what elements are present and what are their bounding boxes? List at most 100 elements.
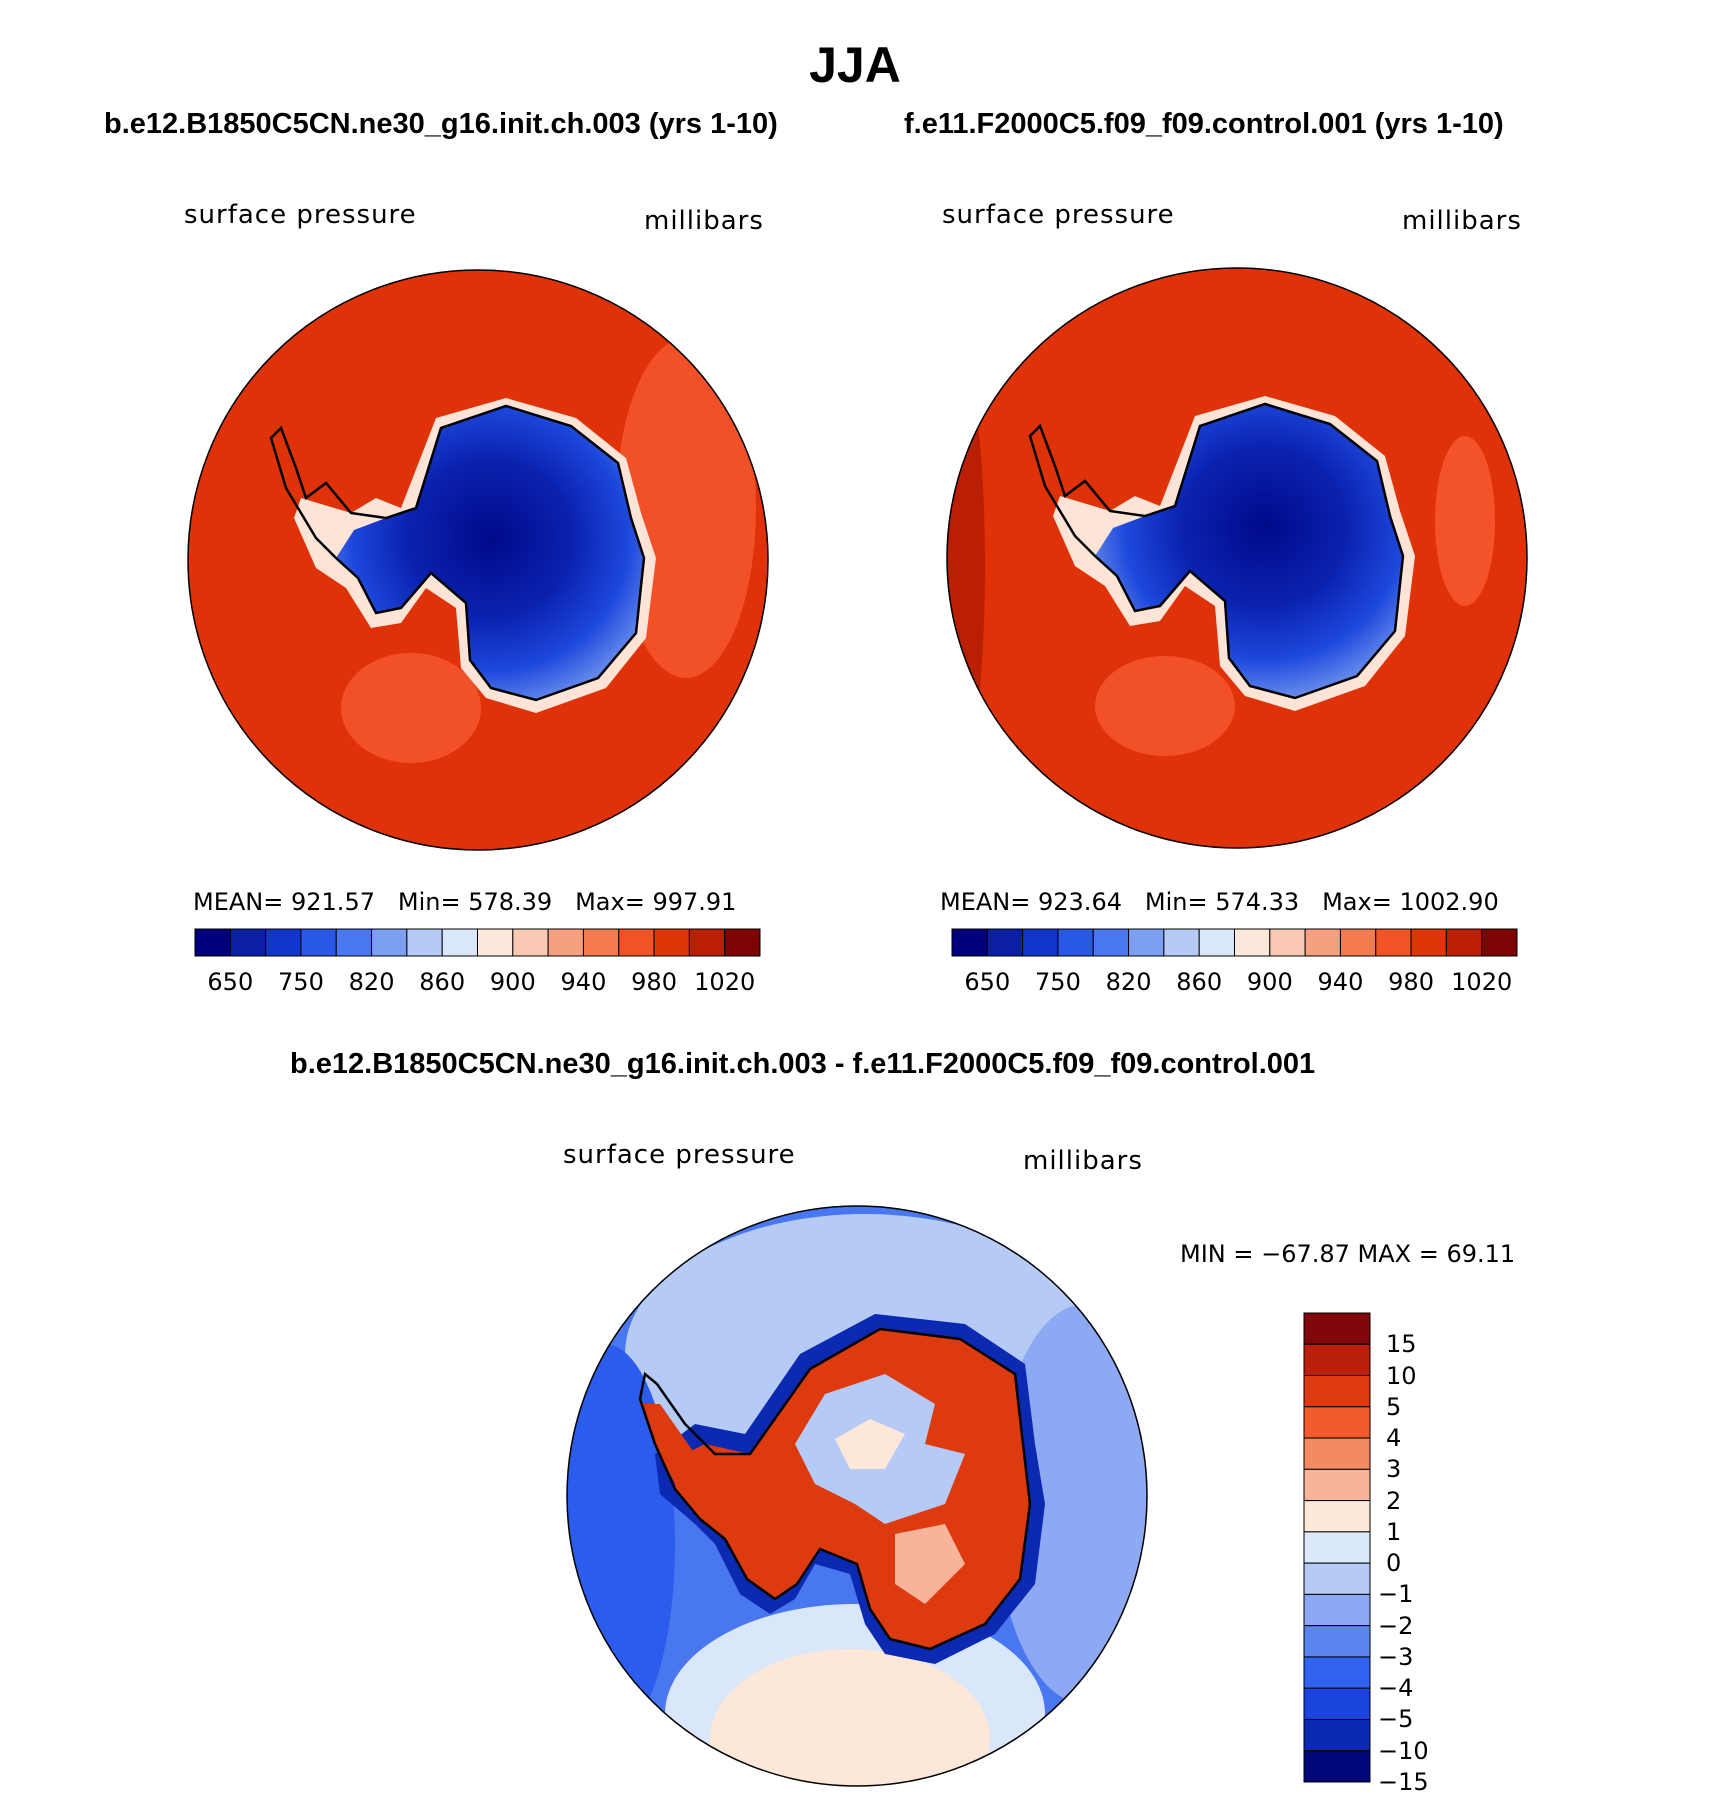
map-boundary: [566, 1205, 1148, 1787]
colorbar-swatch: [441, 928, 478, 957]
colorbar-swatch: [951, 928, 988, 957]
colorbar-swatch: [1057, 928, 1094, 957]
left-colorbar: [194, 928, 761, 957]
colorbar-tick-label: 860: [1176, 968, 1223, 996]
colorbar-swatch: [335, 928, 373, 957]
map-boundary: [946, 267, 1528, 849]
antarctic-ice-sheet: [336, 406, 644, 700]
colorbar-tick-label: 820: [1105, 968, 1152, 996]
colorbar-tick-label: −1: [1378, 1580, 1414, 1609]
min-value: 578.39: [468, 888, 553, 916]
colorbar-swatch: [371, 928, 408, 957]
colorbar-tick-label: −15: [1378, 1768, 1429, 1796]
colorbar-tick-label: 750: [1035, 968, 1081, 996]
colorbar-swatch: [1303, 1468, 1371, 1502]
colorbar-swatch: [1128, 928, 1165, 957]
colorbar-tick-label: 10: [1386, 1361, 1417, 1390]
colorbar-swatch: [512, 928, 549, 957]
colorbar-tick-label: −2: [1378, 1611, 1414, 1640]
colorbar-tick-label: −4: [1378, 1674, 1414, 1703]
diff-colorbar-ticks: 15 10 5 4 3 2 1 0 −1 −2 −3 −4 −5 −10 −15: [1378, 1313, 1466, 1796]
colorbar-swatch: [1303, 1593, 1371, 1627]
interior-mixed-anomaly: [895, 1524, 965, 1604]
mean-value: 923.64: [1038, 888, 1122, 916]
colorbar-swatch: [1269, 928, 1306, 957]
colorbar-tick-label: 900: [489, 968, 536, 996]
diff-variable-label: surface pressure: [563, 1140, 796, 1170]
colorbar-swatch: [1481, 928, 1518, 957]
colorbar-tick-label: 980: [1388, 968, 1434, 996]
diff-polar-map: [566, 1205, 1148, 1787]
max-value: 1002.90: [1399, 888, 1499, 916]
colorbar-tick-label: 940: [1317, 968, 1364, 996]
right-colorbar: [951, 928, 1518, 957]
colorbar-swatch: [1163, 928, 1200, 957]
mean-label: MEAN=: [940, 888, 1031, 916]
colorbar-tick-label: 15: [1386, 1330, 1417, 1359]
colorbar-swatch: [1092, 928, 1130, 957]
colorbar-swatch: [1303, 1625, 1371, 1658]
left-case-title: b.e12.B1850C5CN.ne30_g16.init.ch.003 (yr…: [104, 108, 778, 140]
diff-colorbar: [1303, 1312, 1371, 1783]
right-case-title: f.e11.F2000C5.f09_f09.control.001 (yrs 1…: [904, 108, 1504, 140]
colorbar-tick-label: 1: [1386, 1517, 1402, 1546]
colorbar-swatch: [1303, 1312, 1371, 1345]
colorbar-tick-label: 3: [1386, 1455, 1402, 1484]
max-value: 997.91: [652, 888, 737, 916]
left-stats: MEAN= 921.57 Min= 578.39 Max= 997.91: [193, 888, 736, 916]
min-label: Min=: [397, 888, 461, 916]
high-pressure-band: [947, 346, 985, 786]
colorbar-tick-label: 650: [207, 968, 254, 996]
colorbar-swatch: [1303, 1656, 1371, 1689]
coastline: [1028, 402, 1405, 700]
left-units-label: millibars: [644, 206, 764, 236]
min-value: 574.33: [1215, 888, 1300, 916]
colorbar-tick-label: 1020: [694, 968, 756, 996]
colorbar-swatch: [1410, 928, 1447, 957]
diff-minmax: MIN = −67.87 MAX = 69.11: [1180, 1240, 1516, 1268]
colorbar-swatch: [1303, 1375, 1371, 1408]
colorbar-tick-label: 750: [278, 968, 324, 996]
colorbar-swatch: [1303, 1750, 1371, 1783]
colorbar-tick-label: 650: [964, 968, 1011, 996]
coastline: [269, 404, 646, 702]
colorbar-tick-label: 4: [1386, 1424, 1402, 1453]
colorbar-tick-label: −10: [1378, 1736, 1429, 1765]
low-pressure-band: [1435, 436, 1495, 606]
colorbar-swatch: [1339, 928, 1377, 957]
colorbar-tick-label: 5: [1386, 1392, 1402, 1421]
colorbar-swatch: [986, 928, 1024, 957]
coastline: [638, 1327, 1032, 1651]
colorbar-tick-label: −5: [1378, 1705, 1414, 1734]
colorbar-tick-label: 940: [560, 968, 607, 996]
colorbar-tick-label: 860: [419, 968, 466, 996]
colorbar-swatch: [194, 928, 231, 957]
left-colorbar-ticks: 650 750 820 860 900 940 980 1020: [195, 968, 760, 998]
colorbar-tick-label: 980: [631, 968, 677, 996]
right-polar-map: [946, 267, 1528, 849]
colorbar-swatch: [688, 928, 726, 957]
colorbar-swatch: [229, 928, 267, 957]
colorbar-swatch: [1303, 1687, 1371, 1720]
max-label: Max=: [575, 888, 645, 916]
colorbar-tick-label: 820: [348, 968, 395, 996]
colorbar-swatch: [265, 928, 302, 957]
colorbar-tick-label: 2: [1386, 1486, 1402, 1515]
peninsula-anomaly: [643, 1404, 715, 1504]
colorbar-swatch: [1375, 928, 1412, 957]
colorbar-swatch: [1304, 928, 1341, 957]
mean-value: 921.57: [291, 888, 375, 916]
colorbar-swatch: [1303, 1562, 1371, 1595]
low-pressure-band: [341, 653, 481, 763]
colorbar-swatch: [406, 928, 443, 957]
colorbar-swatch: [1303, 1531, 1371, 1564]
colorbar-swatch: [724, 928, 761, 957]
low-pressure-band: [1095, 656, 1235, 756]
left-polar-map: [187, 269, 769, 851]
interior-mixed-anomaly: [835, 1419, 905, 1469]
right-colorbar-ticks: 650 750 820 860 900 940 980 1020: [952, 968, 1517, 998]
colorbar-swatch: [1022, 928, 1059, 957]
colorbar-swatch: [1198, 928, 1235, 957]
left-variable-label: surface pressure: [184, 200, 417, 230]
colorbar-swatch: [1303, 1406, 1371, 1439]
